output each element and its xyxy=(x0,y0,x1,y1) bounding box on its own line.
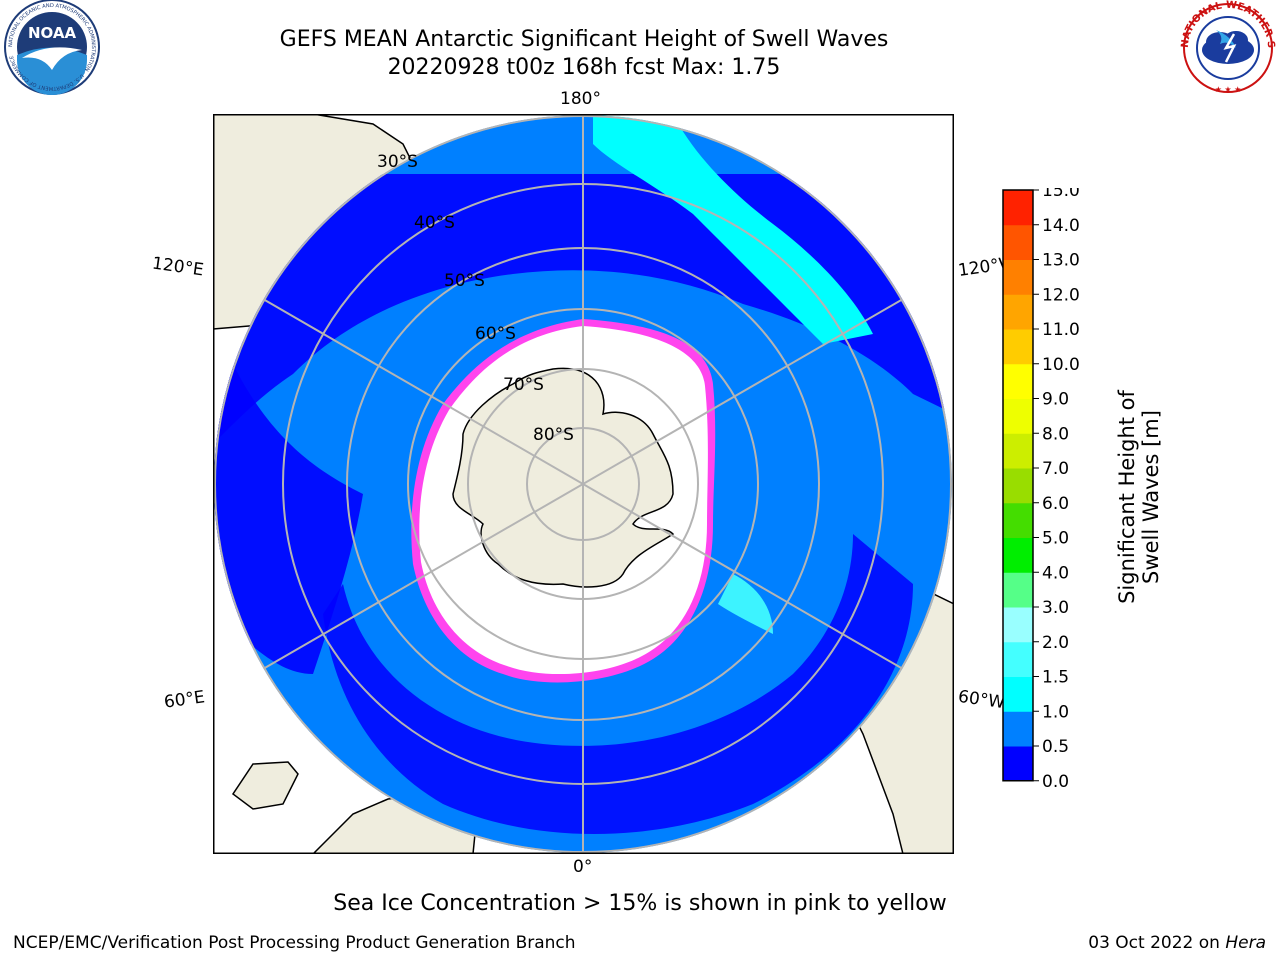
colorbar-swatch xyxy=(1003,607,1033,643)
noaa-logo: NOAA NATIONAL OCEANIC AND ATMOSPHERIC AD… xyxy=(2,0,102,100)
colorbar-tick-label: 9.0 xyxy=(1042,390,1069,410)
colorbar-tick-label: 15.0 xyxy=(1042,188,1080,201)
ocean-high-swell xyxy=(593,115,873,344)
colorbar-swatch xyxy=(1003,641,1033,677)
footer-branch: NCEP/EMC/Verification Post Processing Pr… xyxy=(13,933,576,953)
land-madagascar xyxy=(231,761,299,810)
colorbar-label: Significant Height of Swell Waves [m] xyxy=(1115,390,1163,604)
colorbar-swatch xyxy=(1003,190,1033,226)
nws-logo: NATIONAL WEATHER SERVICE ★ ★ ★ xyxy=(1172,0,1280,100)
colorbar-tick-label: 7.0 xyxy=(1042,459,1069,479)
lon-label-60e: 60°E xyxy=(162,687,207,713)
colorbar-swatch xyxy=(1003,502,1033,538)
colorbar-tick-label: 12.0 xyxy=(1042,285,1080,305)
colorbar-tick-label: 13.0 xyxy=(1042,251,1080,271)
colorbar-swatch xyxy=(1003,329,1033,365)
svg-text:★ ★ ★: ★ ★ ★ xyxy=(1215,85,1242,94)
chart-subtitle: 20220928 t00z 168h fcst Max: 1.75 xyxy=(387,55,781,80)
ocean-low-west xyxy=(214,364,363,674)
land-antarctica xyxy=(452,367,675,588)
colorbar-tick-label: 14.0 xyxy=(1042,216,1080,236)
colorbar-swatch xyxy=(1003,537,1033,573)
lat-label-50s: 50°S xyxy=(444,271,485,291)
colorbar-swatch xyxy=(1003,746,1033,782)
lat-label-80s: 80°S xyxy=(533,425,574,445)
colorbar-swatch xyxy=(1003,363,1033,399)
colorbar-tick-label: 2.0 xyxy=(1042,633,1069,653)
map-panel xyxy=(213,114,954,854)
colorbar-tick-label: 6.0 xyxy=(1042,494,1069,514)
colorbar-tick-label: 10.0 xyxy=(1042,355,1080,375)
colorbar-tick-label: 1.0 xyxy=(1042,702,1069,722)
colorbar-tick-label: 0.5 xyxy=(1042,737,1069,757)
lon-label-0: 0° xyxy=(573,857,593,877)
sea-ice-note: Sea Ice Concentration > 15% is shown in … xyxy=(333,891,947,916)
colorbar-frame xyxy=(1002,189,1034,782)
colorbar-tick-label: 11.0 xyxy=(1042,320,1080,340)
ocean-low-ring xyxy=(323,534,913,834)
colorbar-swatch xyxy=(1003,676,1033,712)
lon-label-180: 180° xyxy=(560,89,601,109)
colorbar-swatch xyxy=(1003,294,1033,330)
colorbar-tick-label: 5.0 xyxy=(1042,529,1069,549)
lon-label-120e: 120°E xyxy=(150,253,205,281)
colorbar-swatch xyxy=(1003,711,1033,747)
ocean-high-patch xyxy=(718,574,773,634)
colorbar-swatch xyxy=(1003,259,1033,295)
colorbar-swatch xyxy=(1003,398,1033,434)
lat-label-30s: 30°S xyxy=(377,152,418,172)
colorbar-tick-label: 4.0 xyxy=(1042,563,1069,583)
colorbar: 0.0 0.5 1.0 1.5 2.0 3.0 4.0 5.0 6.0 7.0 8.0 9.0 10.0… xyxy=(1002,181,1082,792)
colorbar-swatch xyxy=(1003,433,1033,469)
colorbar-swatch xyxy=(1003,572,1033,608)
colorbar-tick-label: 3.0 xyxy=(1042,598,1069,618)
lat-label-70s: 70°S xyxy=(503,375,544,395)
lat-label-40s: 40°S xyxy=(414,213,455,233)
chart-title: GEFS MEAN Antarctic Significant Height o… xyxy=(279,27,889,52)
graticule xyxy=(214,115,952,853)
noaa-logo-text: NOAA xyxy=(28,24,77,42)
colorbar-tick-label: 8.0 xyxy=(1042,424,1069,444)
colorbar-swatch xyxy=(1003,468,1033,504)
colorbar-tick-label: 1.5 xyxy=(1042,668,1069,688)
colorbar-tick-label: 0.0 xyxy=(1042,772,1069,788)
lon-label-60w: 60°W xyxy=(956,686,1007,714)
lat-label-60s: 60°S xyxy=(475,324,516,344)
footer-date: 03 Oct 2022 on Hera xyxy=(1088,933,1266,953)
polar-map xyxy=(213,114,954,854)
colorbar-swatch xyxy=(1003,224,1033,260)
